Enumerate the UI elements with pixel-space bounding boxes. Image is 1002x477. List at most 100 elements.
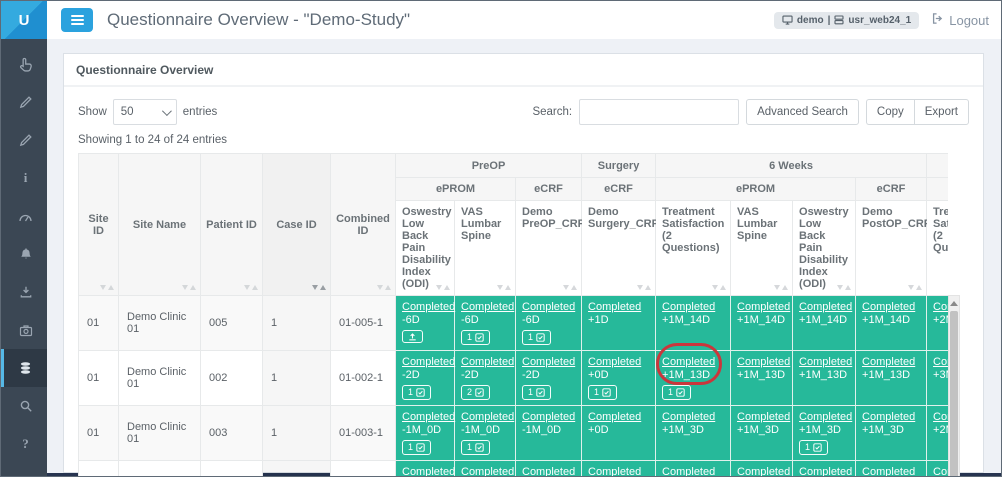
col-header-combined-id[interactable]: Combined ID [330, 153, 396, 296]
count-badge[interactable]: 1 [588, 385, 618, 400]
status-link[interactable]: Completed [862, 466, 916, 477]
sidebar-item-data[interactable] [1, 349, 47, 387]
status-link[interactable]: Completed [588, 411, 642, 423]
database-icon [18, 361, 33, 376]
count-badge[interactable]: 1 [662, 385, 692, 400]
col-header-patient-id[interactable]: Patient ID [200, 153, 263, 296]
status-link[interactable]: Completed [662, 466, 716, 477]
status-link[interactable]: Completed [461, 301, 515, 313]
entries-select[interactable]: 50 [112, 99, 177, 125]
vertical-scrollbar[interactable] [948, 295, 960, 476]
sidebar-item-info[interactable]: i [1, 159, 47, 197]
sort-icon [436, 285, 450, 290]
cell-patient-id: 003 [200, 405, 263, 461]
bell-icon [19, 247, 33, 261]
status-link[interactable]: Completed [799, 466, 853, 477]
advanced-search-button[interactable]: Advanced Search [746, 99, 859, 125]
questionnaire-cell: Completed+0D [581, 405, 657, 461]
status-link[interactable]: Completed [737, 356, 791, 368]
col-header-site-id[interactable]: Site ID [78, 153, 119, 296]
status-link[interactable]: Completed [933, 301, 948, 313]
status-link[interactable]: Completed [402, 411, 456, 423]
status-link[interactable]: Completed [522, 356, 576, 368]
count-badge[interactable]: 1 [402, 440, 432, 455]
cell-combined-id: 01-002-1 [330, 350, 396, 406]
search-input[interactable] [579, 99, 740, 125]
questionnaire-cell: Completed -2D 1 [395, 350, 456, 406]
status-link[interactable]: Completed [522, 411, 576, 423]
questionnaire-header[interactable]: Demo PostOP_CRF [855, 200, 931, 296]
questionnaire-header[interactable]: Demo PreOP_CRF [514, 200, 584, 296]
status-link[interactable]: Completed [799, 301, 853, 313]
sidebar-item-search[interactable] [1, 387, 47, 425]
status-link[interactable]: Completed [799, 356, 853, 368]
status-link[interactable]: Completed [402, 466, 456, 477]
offset-label: +1D [588, 314, 609, 326]
status-link[interactable]: Completed [522, 466, 576, 477]
status-link[interactable]: Completed [588, 301, 642, 313]
status-link[interactable]: Completed [662, 356, 716, 368]
copy-button[interactable]: Copy [865, 99, 914, 125]
status-link[interactable]: Completed [737, 301, 791, 313]
subheader-ecrf: eCRF [855, 177, 928, 201]
col-header-site-name[interactable]: Site Name [118, 153, 201, 296]
check-square-icon [676, 388, 685, 397]
upload-badge[interactable] [402, 330, 423, 343]
export-button[interactable]: Export [913, 99, 969, 125]
questionnaire-header[interactable]: Oswestry Low Back Pain Disability Index … [395, 200, 455, 296]
status-link[interactable]: Completed [862, 411, 916, 423]
sidebar-item-hand[interactable] [1, 45, 47, 83]
questionnaire-header[interactable]: Demo Surgery_CRF [581, 200, 658, 296]
cell-site-id: 01 [78, 295, 119, 351]
status-link[interactable]: Completed [862, 356, 916, 368]
sidebar-item-media[interactable] [1, 311, 47, 349]
status-link[interactable]: Completed [461, 356, 515, 368]
count-badge[interactable]: 1 [461, 330, 491, 345]
app-logo[interactable]: U [1, 1, 47, 39]
count-badge[interactable]: 1 [522, 385, 552, 400]
status-link[interactable]: Completed [588, 356, 642, 368]
scrollbar-thumb[interactable] [950, 311, 958, 476]
questionnaire-cell: Completed +1M_13D [730, 350, 794, 406]
status-link[interactable]: Completed [933, 411, 948, 423]
col-header-case-id[interactable]: Case ID [262, 153, 331, 296]
status-link[interactable]: Completed [662, 301, 716, 313]
status-link[interactable]: Completed [933, 466, 948, 477]
status-link[interactable]: Completed [737, 466, 791, 477]
offset-label: -2D [522, 369, 540, 381]
status-link[interactable]: Completed [522, 301, 576, 313]
questionnaire-header[interactable]: VAS Lumbar Spine [730, 200, 794, 296]
count-badge[interactable]: 1 [402, 385, 432, 400]
sidebar-item-edit2[interactable] [1, 121, 47, 159]
questionnaire-header[interactable]: Oswestry Low Back Pain Disability Index … [792, 200, 857, 296]
status-link[interactable]: Completed [402, 301, 456, 313]
count-badge[interactable]: 2 [461, 385, 491, 400]
status-link[interactable]: Completed [933, 356, 948, 368]
sidebar-item-help[interactable]: ? [1, 425, 47, 463]
count-badge[interactable]: 1 [461, 440, 491, 455]
menu-toggle-button[interactable] [61, 8, 93, 32]
logout-button[interactable]: Logout [931, 12, 989, 28]
hand-pointer-icon [18, 57, 33, 72]
table-controls: Show 50 entries Search: Advanced Search [78, 99, 969, 125]
status-link[interactable]: Completed [461, 411, 515, 423]
sidebar-item-alerts[interactable] [1, 235, 47, 273]
status-link[interactable]: Completed [737, 411, 791, 423]
questionnaire-header[interactable]: Treatment Satisfaction (2 Questions) [926, 200, 948, 296]
count-badge[interactable]: 1 [799, 440, 829, 455]
count-badge[interactable]: 1 [522, 330, 552, 345]
scroll-up-button[interactable] [949, 296, 959, 310]
offset-label: +1M_13D [662, 369, 711, 381]
status-link[interactable]: Completed [862, 301, 916, 313]
sidebar-item-download[interactable] [1, 273, 47, 311]
status-link[interactable]: Completed [402, 356, 456, 368]
questionnaire-header[interactable]: VAS Lumbar Spine [454, 200, 516, 296]
questionnaire-header[interactable]: Treatment Satisfaction (2 Questions) [655, 200, 732, 296]
sidebar-item-edit[interactable] [1, 83, 47, 121]
status-link[interactable]: Completed [662, 411, 716, 423]
status-link[interactable]: Completed [799, 411, 853, 423]
status-link[interactable]: Completed [588, 466, 642, 477]
sidebar-item-dashboard[interactable] [1, 197, 47, 235]
offset-label: -1M_0D [461, 424, 501, 436]
status-link[interactable]: Completed [461, 466, 515, 477]
